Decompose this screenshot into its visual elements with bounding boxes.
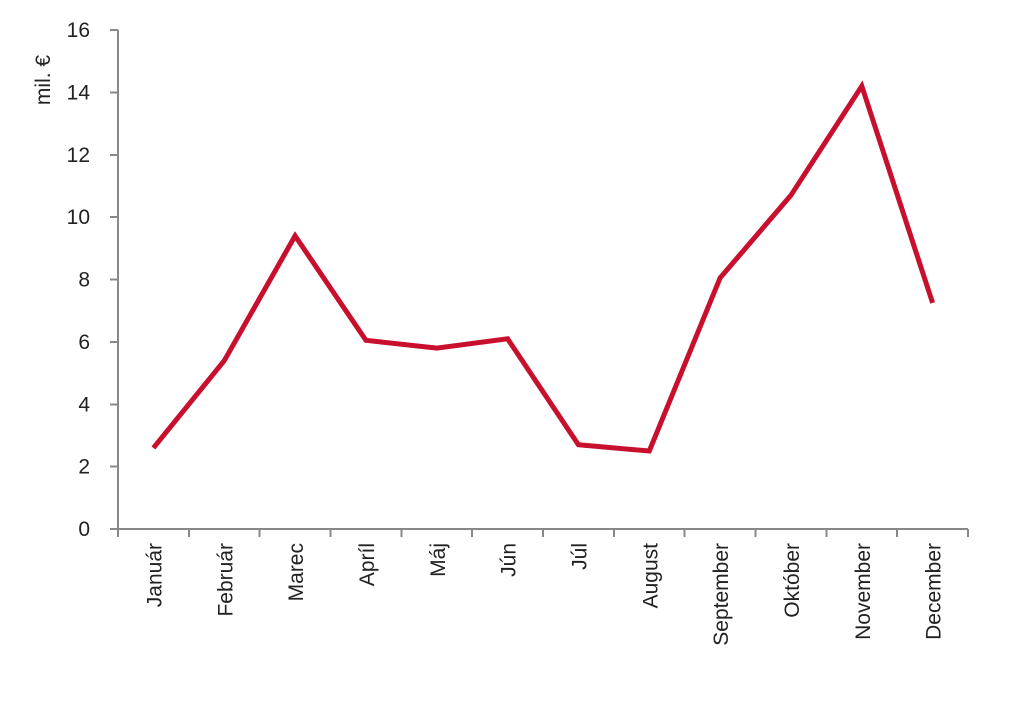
- y-tick-label: 12: [67, 144, 90, 167]
- y-tick-label: 2: [78, 456, 90, 479]
- x-tick-label: Február: [214, 543, 237, 617]
- x-tick-label: August: [639, 543, 662, 609]
- x-tick-label: Jún: [498, 543, 521, 577]
- axes: [117, 30, 968, 530]
- x-axis: Január Február Marec Apríl Máj Jún Júl August Se…: [117, 529, 969, 646]
- x-tick-label: December: [923, 543, 946, 640]
- y-tick-label: 4: [78, 393, 90, 416]
- x-tick-label: Január: [143, 543, 166, 607]
- y-tick-label: 0: [78, 518, 90, 541]
- x-tick-label: Marec: [285, 543, 308, 601]
- y-axis: 0 2 4 6 8 10 12 14 16: [67, 19, 118, 541]
- y-tick-label: 6: [78, 331, 90, 354]
- x-tick-label: November: [852, 543, 875, 640]
- y-tick-label: 10: [67, 206, 90, 229]
- x-tick-label: Október: [781, 543, 804, 618]
- y-tick-label: 16: [67, 19, 90, 42]
- x-tick-label: Júl: [568, 543, 591, 570]
- y-axis-title: mil. €: [32, 55, 55, 105]
- x-tick-label: Apríl: [356, 543, 379, 586]
- y-tick-label: 14: [67, 81, 91, 104]
- x-tick-label: September: [710, 543, 733, 646]
- series-line: [151, 80, 935, 454]
- x-tick-label: Máj: [427, 543, 450, 577]
- y-tick-label: 8: [78, 269, 90, 292]
- series-group: [151, 80, 935, 454]
